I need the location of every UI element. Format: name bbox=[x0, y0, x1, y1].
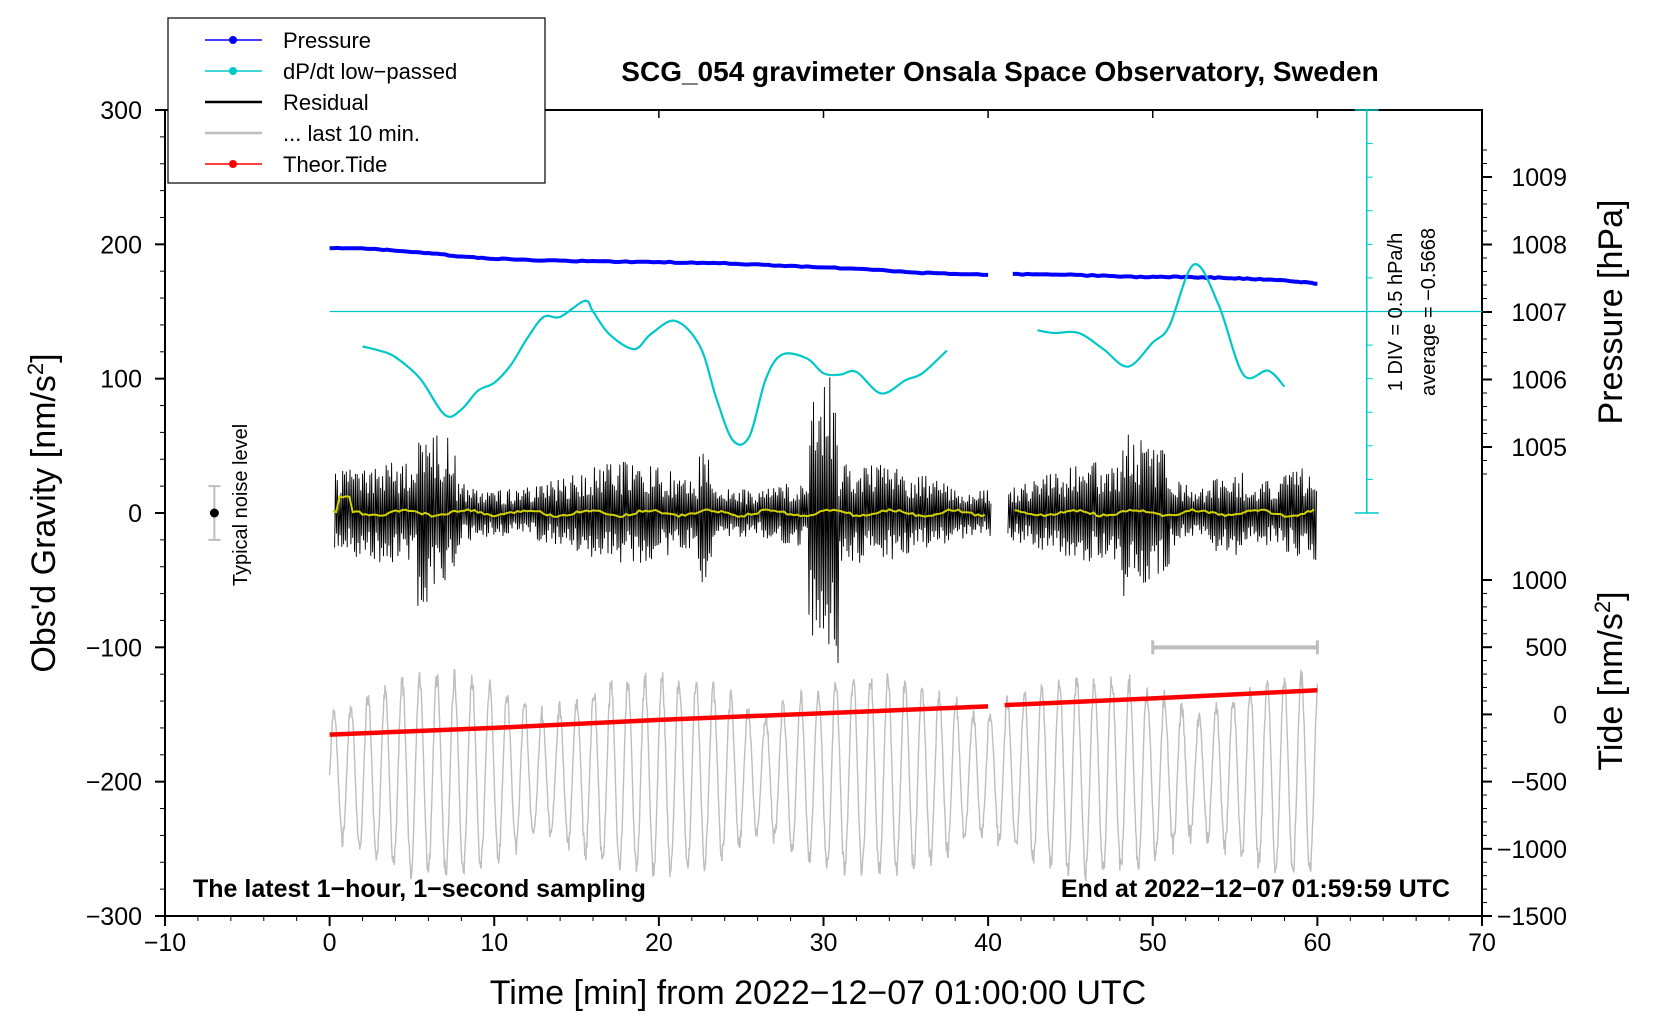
y-axis-label-left-sup: 2 bbox=[23, 363, 48, 375]
yellow-segment-2 bbox=[1014, 508, 1315, 518]
tide-segment-1 bbox=[329, 704, 989, 737]
end-time-note: End at 2022−12−07 01:59:59 UTC bbox=[1061, 875, 1450, 903]
residual-trace bbox=[334, 377, 1318, 663]
pressure-tick-label: 1005 bbox=[1511, 434, 1567, 462]
x-tick-label: 20 bbox=[645, 929, 673, 957]
pressure-segment-2 bbox=[1012, 271, 1318, 286]
y-tick-label: −200 bbox=[86, 769, 142, 797]
sampling-note: The latest 1−hour, 1−second sampling bbox=[193, 875, 646, 903]
residual-segment-1 bbox=[334, 377, 992, 663]
pressure-tick-label: 1006 bbox=[1511, 367, 1567, 395]
last10-line bbox=[328, 668, 1319, 882]
tide-axis-label-text: Tide [nm/s bbox=[1592, 613, 1630, 770]
legend-label-2: dP/dt low−passed bbox=[283, 59, 457, 84]
yellow-segment-1 bbox=[332, 495, 986, 518]
x-tick-label: 40 bbox=[974, 929, 1002, 957]
pressure-axis-ticks: 1009 1008 1007 1006 1005 bbox=[1482, 149, 1567, 475]
y-tick-label: −100 bbox=[86, 634, 142, 662]
tide-segment-2 bbox=[1004, 688, 1318, 708]
x-axis-label: Time [min] from 2022−12−07 01:00:00 UTC bbox=[490, 974, 1146, 1012]
legend-marker-1 bbox=[229, 36, 237, 44]
tide-axis-label-close: ] bbox=[1592, 591, 1630, 600]
legend-label-5: Theor.Tide bbox=[283, 152, 387, 177]
x-axis-ticks: −10 0 10 20 30 40 50 60 70 bbox=[144, 110, 1496, 957]
y-axis-label-left: Obs'd Gravity [nm/s2] bbox=[23, 353, 63, 672]
tide-tick-label: 500 bbox=[1525, 634, 1567, 662]
x-tick-label: 50 bbox=[1139, 929, 1167, 957]
pressure-tick-label: 1008 bbox=[1511, 232, 1567, 260]
noise-level-bar bbox=[208, 485, 221, 541]
legend-marker-5 bbox=[229, 160, 237, 168]
noise-level-label: Typical noise level bbox=[230, 424, 252, 586]
residual-filtered-trace bbox=[332, 495, 1315, 518]
y-tick-label: 0 bbox=[128, 500, 142, 528]
tide-tick-label: −500 bbox=[1511, 769, 1567, 797]
tide-trace bbox=[329, 688, 1318, 737]
y-tick-label: −300 bbox=[86, 903, 142, 931]
residual-last10-trace bbox=[328, 668, 1319, 882]
x-tick-label: 70 bbox=[1468, 929, 1496, 957]
y-axis-label-left-text: Obs'd Gravity [nm/s bbox=[25, 375, 63, 672]
x-tick-label: 30 bbox=[810, 929, 838, 957]
tide-axis-label: Tide [nm/s2] bbox=[1590, 591, 1630, 770]
legend-label-3: Residual bbox=[283, 90, 369, 115]
dpdt-scale-axis bbox=[329, 109, 1482, 514]
legend: Pressure dP/dt low−passed Residual ... last… bbox=[167, 17, 546, 184]
tide-axis-ticks: 1000 500 0 −500 −1000 −1500 bbox=[1482, 567, 1567, 931]
legend-label-4: ... last 10 min. bbox=[283, 121, 420, 146]
x-tick-label: 60 bbox=[1303, 929, 1331, 957]
y-axis-ticks: 300 200 100 0 −100 −200 −300 bbox=[86, 97, 165, 931]
pressure-axis-label: Pressure [hPa] bbox=[1592, 200, 1630, 425]
tide-tick-label: −1500 bbox=[1497, 903, 1567, 931]
dpdt-div-label: 1 DIV = 0.5 hPa/h bbox=[1385, 233, 1407, 391]
tide-tick-label: −1000 bbox=[1497, 836, 1567, 864]
legend-marker-2 bbox=[229, 67, 237, 75]
x-tick-label: 0 bbox=[323, 929, 337, 957]
x-tick-label: 10 bbox=[480, 929, 508, 957]
pressure-tick-label: 1009 bbox=[1511, 164, 1567, 192]
x-tick-label: −10 bbox=[144, 929, 186, 957]
legend-label-1: Pressure bbox=[283, 28, 371, 53]
dpdt-segment-1 bbox=[362, 299, 948, 446]
residual-segment-2 bbox=[1007, 434, 1318, 597]
tide-axis-label-sup: 2 bbox=[1590, 601, 1615, 613]
y-tick-label: 300 bbox=[100, 97, 142, 125]
ten-minute-scale-bar bbox=[1151, 640, 1319, 655]
pressure-tick-label: 1007 bbox=[1511, 299, 1567, 327]
dpdt-average-label: average = −0.5668 bbox=[1418, 228, 1440, 396]
y-axis-label-left-close: ] bbox=[25, 353, 63, 362]
y-tick-label: 200 bbox=[100, 231, 142, 259]
tide-tick-label: 1000 bbox=[1511, 567, 1567, 595]
dpdt-trace bbox=[362, 263, 1286, 446]
legend-box bbox=[167, 17, 546, 184]
chart-title: SCG_054 gravimeter Onsala Space Observat… bbox=[621, 56, 1378, 87]
tide-tick-label: 0 bbox=[1553, 701, 1567, 729]
pressure-segment-1 bbox=[329, 245, 989, 277]
noise-bar-dot bbox=[209, 508, 219, 518]
y-tick-label: 100 bbox=[100, 366, 142, 394]
dpdt-segment-2 bbox=[1037, 263, 1286, 388]
pressure-trace bbox=[329, 245, 1318, 286]
